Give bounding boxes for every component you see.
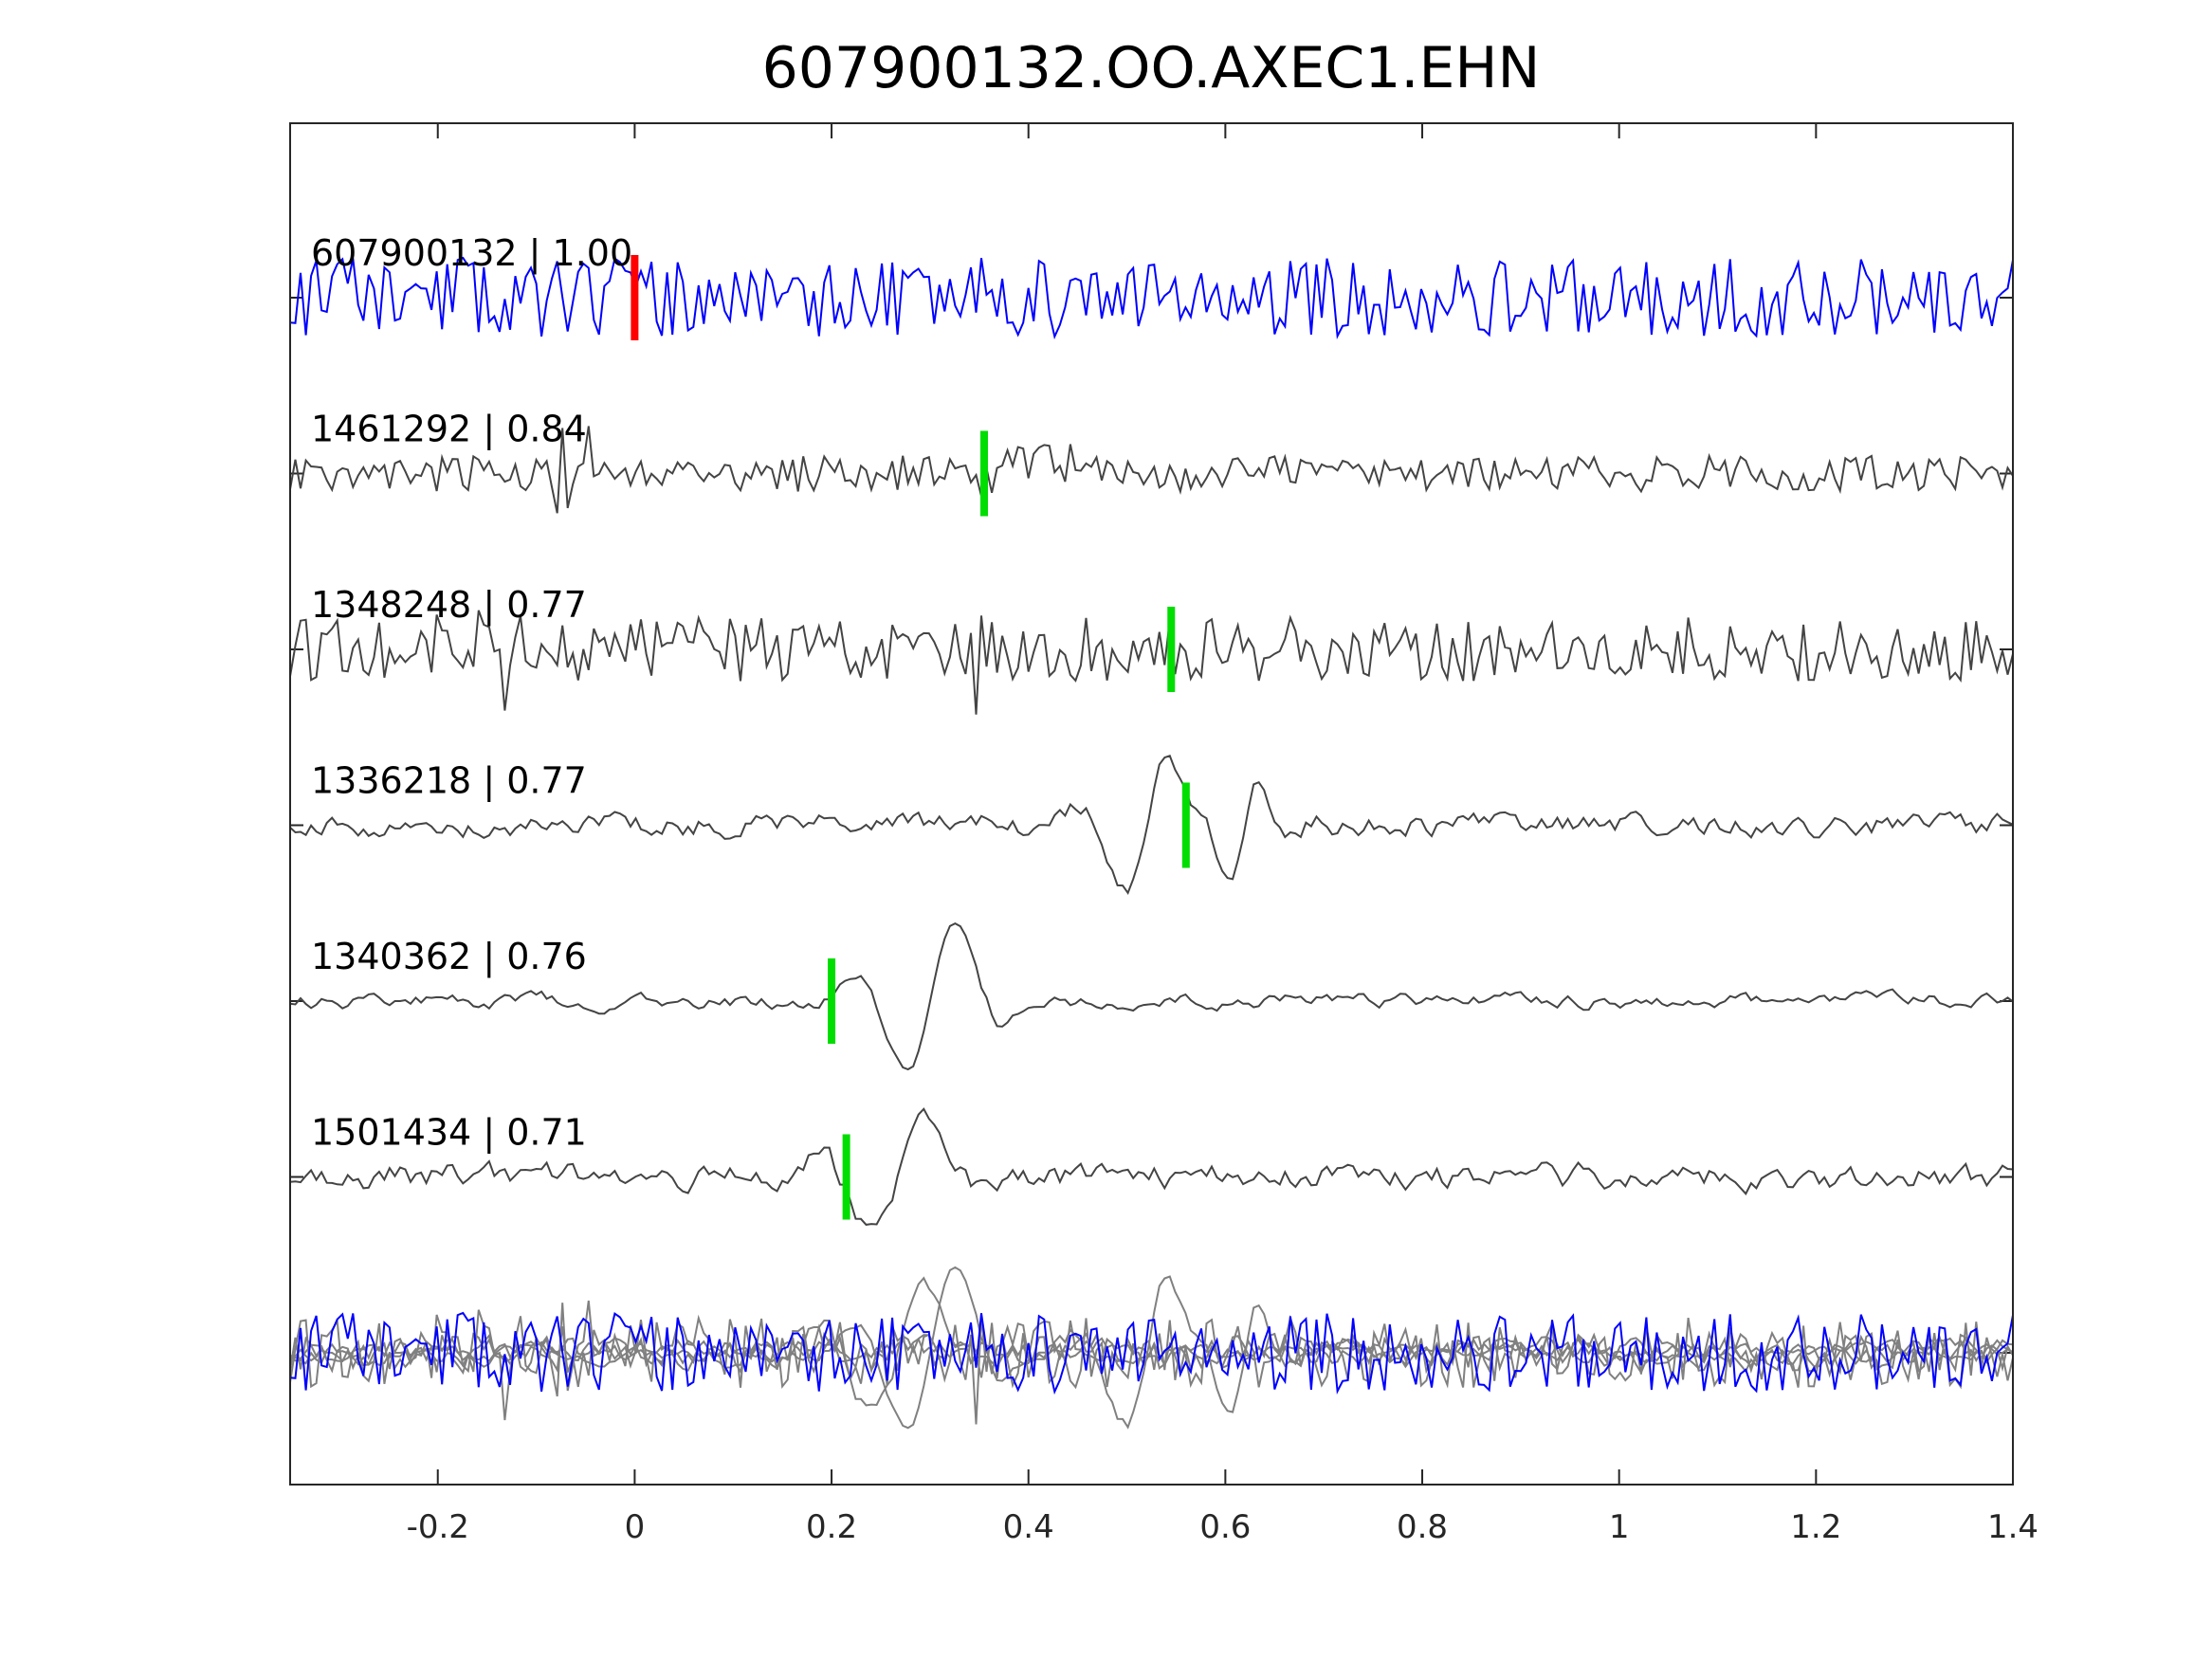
x-tick-label: 1.2: [1790, 1508, 1841, 1546]
chart-title: 607900132.OO.AXEC1.EHN: [762, 35, 1541, 101]
stack-trace-1501434: [289, 1276, 2014, 1407]
trace-label: 1348248 | 0.77: [311, 584, 587, 627]
x-axis: -0.2 0 0.2 0.4 0.6 0.8 1 1.2 1.4: [407, 123, 2038, 1546]
trace-1501434: [289, 1107, 2014, 1226]
trace-label: 1336218 | 0.77: [311, 760, 587, 803]
stack-trace-1461292: [289, 1300, 2014, 1397]
x-tick-label: 0.2: [806, 1508, 857, 1546]
x-tick-label: 1.4: [1987, 1508, 2038, 1546]
trace-labels: 607900132 | 1.00 1461292 | 0.84 1348248 | …: [311, 232, 632, 1155]
trace-label: 1461292 | 0.84: [311, 409, 587, 451]
trace-label: 607900132 | 1.00: [311, 232, 632, 275]
x-tick-label: 0.8: [1397, 1508, 1448, 1546]
x-tick-label: -0.2: [407, 1508, 469, 1546]
x-tick-label: 0.6: [1199, 1508, 1251, 1546]
x-tick-label: 1: [1609, 1508, 1630, 1546]
trace-1348248: [289, 610, 2014, 715]
trace-607900132: [289, 256, 2014, 340]
stack-trace-1348248: [289, 1309, 2014, 1425]
traces: [289, 255, 2014, 1430]
trace-1461292: [289, 426, 2014, 514]
trace-label: 1501434 | 0.71: [311, 1112, 587, 1155]
plot-frame: [289, 122, 2014, 1486]
x-tick-label: 0.4: [1003, 1508, 1054, 1546]
trace-1336218: [289, 755, 2014, 896]
trace-label: 1340362 | 0.76: [311, 936, 587, 978]
stack-trace-607900132: [289, 1311, 2014, 1395]
trace-1340362: [289, 921, 2014, 1071]
x-tick-label: 0: [625, 1508, 646, 1546]
